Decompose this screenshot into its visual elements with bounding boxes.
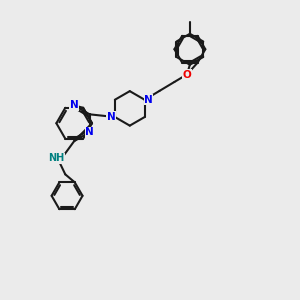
- Text: NH: NH: [48, 153, 64, 163]
- Text: N: N: [70, 100, 79, 110]
- Text: O: O: [182, 70, 191, 80]
- Text: N: N: [106, 112, 116, 122]
- Text: N: N: [85, 127, 94, 137]
- Text: N: N: [144, 95, 153, 105]
